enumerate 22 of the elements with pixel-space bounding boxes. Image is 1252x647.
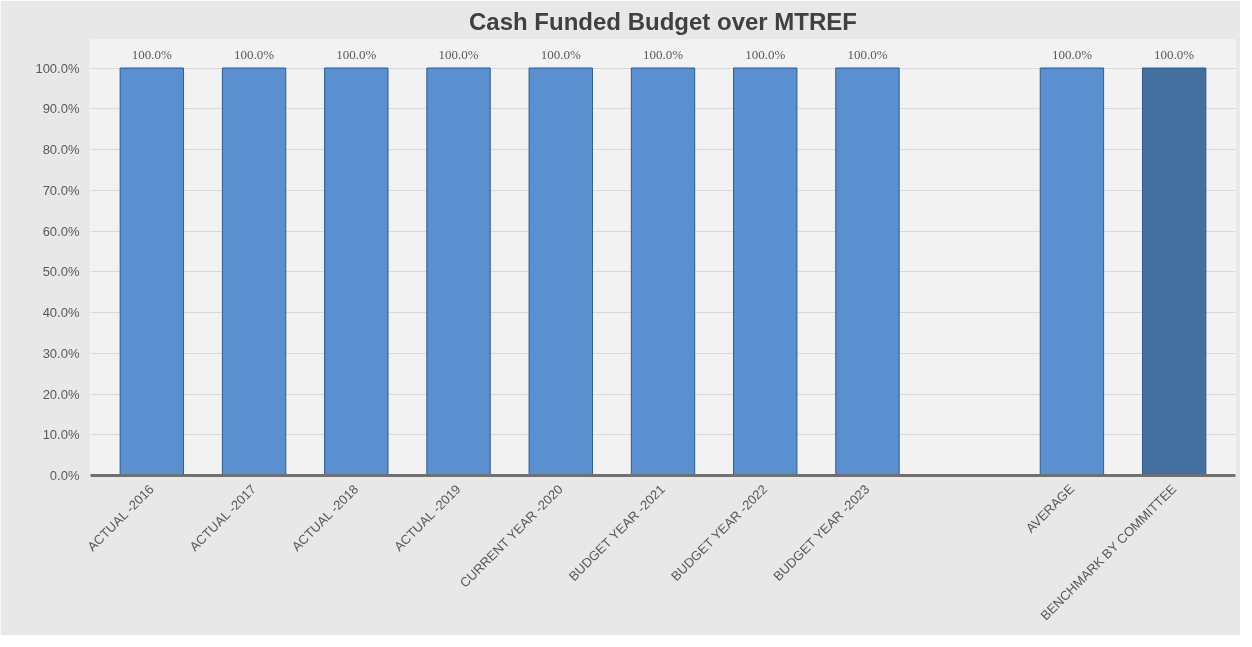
data-label: 100.0% bbox=[438, 47, 479, 63]
y-tick-label: 50.0% bbox=[42, 264, 80, 280]
data-label: 100.0% bbox=[642, 47, 684, 63]
y-tick-label: 80.0% bbox=[42, 142, 80, 158]
data-label: 100.0% bbox=[1051, 47, 1093, 63]
y-tick-label: 100.0% bbox=[35, 60, 80, 76]
y-tick-label: 20.0% bbox=[42, 386, 80, 402]
y-tick-label: 60.0% bbox=[42, 223, 80, 239]
data-label: 100.0% bbox=[336, 47, 377, 63]
data-label: 100.0% bbox=[1154, 47, 1195, 63]
y-tick-label: 30.0% bbox=[42, 345, 80, 361]
y-tick-label: 70.0% bbox=[42, 182, 80, 198]
chart-title: Cash Funded Budget over MTREF bbox=[469, 7, 858, 35]
data-label: 100.0% bbox=[847, 47, 888, 63]
y-tick-label: 40.0% bbox=[42, 305, 80, 321]
y-tick-label: 10.0% bbox=[42, 427, 80, 443]
y-tick-label: 0.0% bbox=[49, 468, 80, 483]
y-tick-label: 90.0% bbox=[42, 101, 80, 117]
data-label: 100.0% bbox=[540, 47, 581, 63]
data-label: 100.0% bbox=[131, 47, 173, 63]
data-label: 100.0% bbox=[745, 47, 786, 63]
data-label: 100.0% bbox=[234, 47, 275, 63]
